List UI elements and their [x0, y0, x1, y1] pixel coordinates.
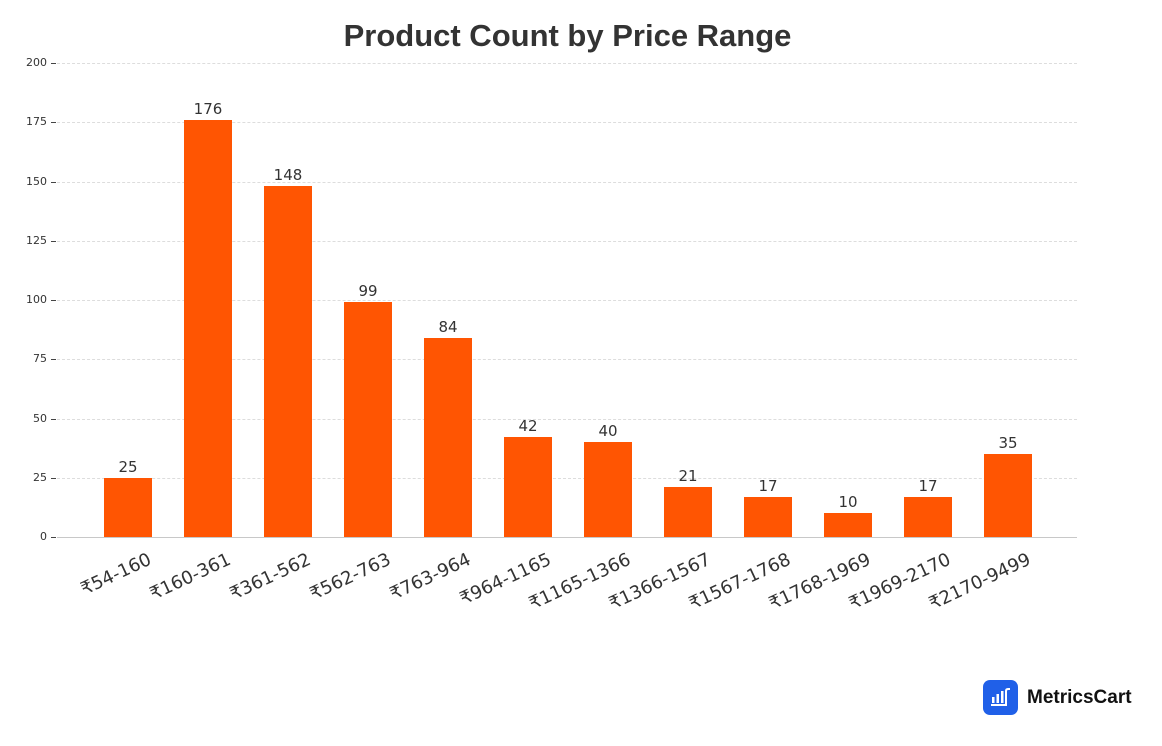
- bar-value-label: 176: [193, 99, 223, 118]
- gridline: [57, 240, 1077, 242]
- y-tick-label: 125: [26, 233, 47, 247]
- bar-value-label: 84: [438, 317, 458, 336]
- bar[interactable]: [664, 487, 712, 537]
- y-tick-mark: [51, 300, 56, 301]
- y-tick-label: 50: [33, 411, 47, 425]
- bar[interactable]: [424, 337, 472, 537]
- gridline: [57, 477, 1077, 479]
- x-axis-line: [57, 537, 1077, 538]
- y-tick-label: 100: [26, 293, 47, 306]
- bar-value-label: 21: [678, 467, 698, 486]
- bar-value-label: 42: [518, 417, 538, 436]
- gridline: [57, 63, 1077, 64]
- bar-value-label: 40: [598, 422, 618, 441]
- bar-value-label: 25: [118, 457, 138, 476]
- x-tick-label: ₹361-562: [227, 548, 315, 605]
- chart-title: Product Count by Price Range: [343, 18, 792, 53]
- bar[interactable]: [904, 496, 952, 537]
- gridline: [57, 418, 1077, 420]
- gridline: [57, 300, 1077, 301]
- y-tick-mark: [51, 537, 56, 538]
- bar[interactable]: [104, 477, 152, 537]
- y-tick-mark: [51, 477, 56, 479]
- bar-value-label: 99: [358, 282, 378, 301]
- bar[interactable]: [984, 454, 1032, 537]
- y-tick-label: 150: [26, 174, 47, 188]
- bar[interactable]: [504, 437, 552, 537]
- y-tick-mark: [51, 240, 56, 242]
- bar-value-label: 17: [918, 476, 938, 495]
- bar-value-label: 10: [838, 493, 858, 512]
- gridline: [57, 181, 1077, 183]
- plot-area: 0 25 50 75 100 125 150 175 200 25 176 148 99 84 42 40 21…: [26, 56, 1077, 543]
- y-tick-mark: [51, 181, 56, 183]
- bar[interactable]: [344, 302, 392, 537]
- brand-logo: MetricsCart: [983, 680, 1132, 715]
- y-tick-label: 200: [26, 56, 47, 69]
- y-tick-label: 25: [33, 470, 47, 484]
- bar[interactable]: [824, 513, 872, 537]
- bar-value-label: 35: [998, 434, 1018, 453]
- bar-value-label: 17: [758, 476, 778, 495]
- bar-chart-cart-icon: [983, 680, 1018, 715]
- brand-name: MetricsCart: [1027, 686, 1132, 708]
- x-tick-label: ₹160-361: [147, 548, 235, 605]
- y-tick-mark: [51, 359, 56, 361]
- y-tick-label: 75: [33, 352, 47, 366]
- x-tick-label: ₹54-160: [77, 548, 155, 600]
- y-tick-label: 175: [26, 115, 47, 129]
- y-tick-mark: [51, 418, 56, 420]
- gridline: [57, 359, 1077, 361]
- y-tick-mark: [51, 63, 56, 64]
- y-tick-mark: [51, 122, 56, 124]
- bar[interactable]: [184, 119, 232, 537]
- x-tick-label: ₹562-763: [307, 548, 395, 605]
- bar[interactable]: [264, 186, 312, 537]
- bar[interactable]: [584, 442, 632, 537]
- bar-value-label: 148: [273, 166, 303, 185]
- bar[interactable]: [744, 496, 792, 537]
- y-tick-label: 0: [40, 530, 47, 543]
- gridline: [57, 122, 1077, 124]
